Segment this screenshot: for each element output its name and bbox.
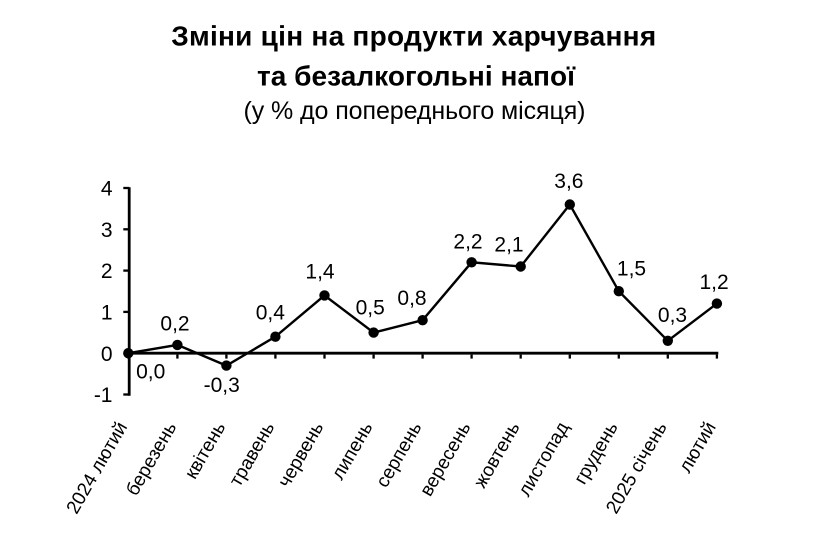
svg-text:0,0: 0,0 <box>136 361 165 384</box>
svg-text:1,4: 1,4 <box>305 261 335 284</box>
svg-text:Зміни цін на продукти харчуван: Зміни цін на продукти харчування <box>171 20 656 51</box>
svg-text:3: 3 <box>101 219 113 242</box>
svg-text:4: 4 <box>101 178 113 201</box>
svg-text:0: 0 <box>101 343 113 366</box>
svg-text:0,3: 0,3 <box>658 304 687 327</box>
svg-text:2,1: 2,1 <box>494 234 523 257</box>
svg-text:0,8: 0,8 <box>397 287 426 310</box>
svg-text:0,4: 0,4 <box>256 302 286 325</box>
svg-text:0,2: 0,2 <box>160 313 189 336</box>
svg-text:1,2: 1,2 <box>699 271 728 294</box>
svg-text:-1: -1 <box>94 384 113 407</box>
svg-text:0,5: 0,5 <box>356 297 385 320</box>
svg-text:1: 1 <box>101 302 113 325</box>
svg-text:2,2: 2,2 <box>453 231 482 254</box>
svg-text:та безалкогольні напої: та безалкогольні напої <box>257 61 576 92</box>
svg-text:(у % до попереднього місяця): (у % до попереднього місяця) <box>244 97 586 125</box>
svg-text:3,6: 3,6 <box>554 170 583 193</box>
svg-text:1,5: 1,5 <box>617 258 646 281</box>
svg-text:-0,3: -0,3 <box>204 374 240 397</box>
svg-text:2: 2 <box>101 260 113 283</box>
